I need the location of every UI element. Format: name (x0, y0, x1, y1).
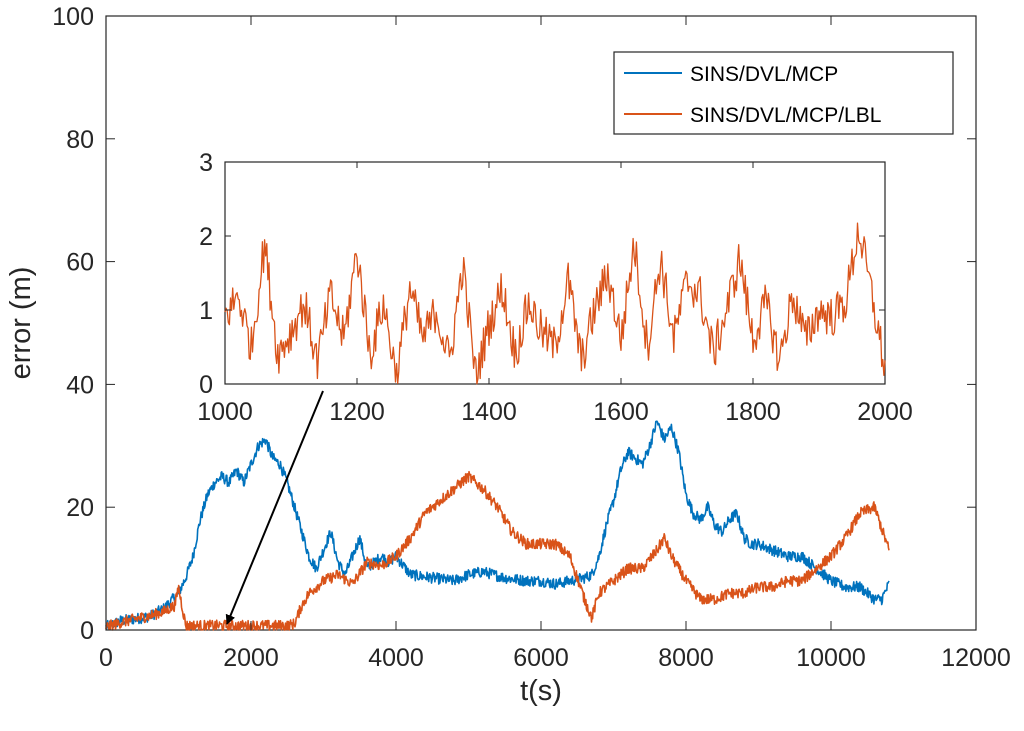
main-xtick-label: 4000 (368, 644, 424, 672)
main-ytick-label: 0 (80, 617, 94, 645)
main-ytick-label: 80 (66, 126, 94, 154)
main-series-group (105, 420, 890, 631)
legend-label-sins-dvl-mcp-lbl: SINS/DVL/MCP/LBL (690, 104, 881, 127)
inset-ticks-group: 1000 1200 1400 1600 1800 2000 0 1 2 3 (197, 149, 913, 426)
legend: SINS/DVL/MCP SINS/DVL/MCP/LBL (613, 51, 954, 135)
inset-xtick-label: 1400 (461, 398, 517, 426)
inset-ytick-label: 1 (199, 297, 213, 325)
zoom-arrow (225, 390, 324, 625)
main-ytick-label: 40 (66, 371, 94, 399)
main-ytick-label: 20 (66, 494, 94, 522)
main-xtick-label: 2000 (223, 644, 279, 672)
inset-axes: 1000 1200 1400 1600 1800 2000 0 1 2 3 (197, 149, 913, 426)
x-axis-label: t(s) (520, 675, 562, 707)
main-xtick-label: 10000 (796, 644, 866, 672)
inset-xtick-label: 1000 (197, 398, 253, 426)
legend-box (613, 51, 954, 135)
main-ytick-label: 100 (52, 3, 94, 31)
inset-xtick-label: 1800 (725, 398, 781, 426)
main-xtick-label: 12000 (941, 644, 1011, 672)
inset-ytick-label: 3 (199, 149, 213, 177)
inset-plot-frame (224, 161, 886, 385)
inset-xtick-label: 1200 (329, 398, 385, 426)
inset-xtick-label: 2000 (857, 398, 913, 426)
inset-ytick-label: 2 (199, 223, 213, 251)
inset-xtick-label: 1600 (593, 398, 649, 426)
main-series-sins-dvl-mcp (105, 420, 890, 630)
main-ytick-label: 60 (66, 249, 94, 277)
main-xtick-label: 6000 (513, 644, 569, 672)
main-xtick-label: 8000 (658, 644, 714, 672)
legend-label-sins-dvl-mcp: SINS/DVL/MCP (690, 63, 838, 86)
main-xtick-label: 0 (99, 644, 113, 672)
y-axis-label: error (m) (5, 267, 37, 380)
inset-ytick-label: 0 (199, 371, 213, 399)
inset-series-sins-dvl-mcp-lbl (224, 222, 886, 385)
main-series-sins-dvl-mcp-lbl (105, 470, 890, 631)
inset-series-group (224, 222, 886, 385)
